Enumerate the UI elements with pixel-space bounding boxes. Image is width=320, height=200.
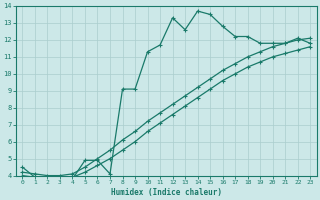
X-axis label: Humidex (Indice chaleur): Humidex (Indice chaleur) [111,188,222,197]
